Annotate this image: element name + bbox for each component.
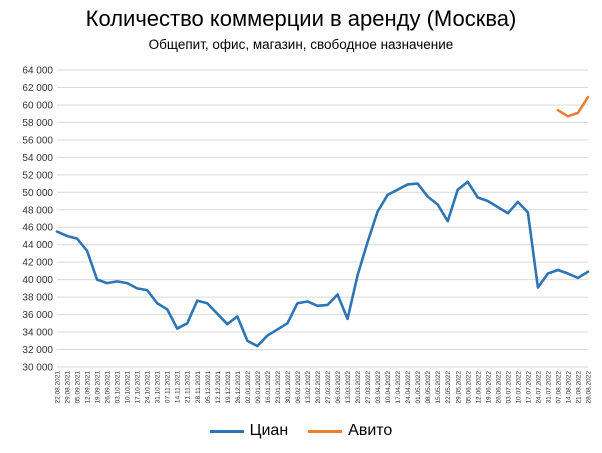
chart-title: Количество коммерции в аренду (Москва) <box>85 6 517 31</box>
x-tick-label: 27.02.2022 <box>325 371 332 404</box>
y-axis-ticks: 30 000 32 000 34 000 36 000 38 000 40 000 42 0… <box>22 66 53 374</box>
y-tick-label: 62 000 <box>22 83 53 94</box>
x-tick-label: 19.09.2021 <box>95 371 102 404</box>
x-tick-label: 17.04.2022 <box>395 371 402 404</box>
series-line-cian <box>55 180 590 348</box>
legend-label-cian: Циан <box>249 422 289 439</box>
chart-subtitle: Общепит, офис, магазин, свободное назнач… <box>148 37 454 52</box>
x-tick-label: 02.01.2022 <box>245 371 252 404</box>
y-tick-label: 60 000 <box>22 100 53 111</box>
y-tick-label: 50 000 <box>22 188 53 199</box>
x-tick-label: 31.07.2022 <box>545 371 552 404</box>
x-tick-label: 06.03.2022 <box>335 371 342 404</box>
y-tick-label: 44 000 <box>22 240 53 251</box>
x-tick-label: 30.01.2022 <box>285 371 292 404</box>
x-tick-label: 29.08.2021 <box>65 371 72 404</box>
y-tick-label: 38 000 <box>22 293 53 304</box>
y-tick-label: 42 000 <box>22 258 53 269</box>
x-tick-label: 19.12.2021 <box>225 371 232 404</box>
x-tick-label: 21.11.2021 <box>185 371 192 403</box>
x-tick-label: 24.10.2021 <box>145 371 152 404</box>
x-tick-label: 10.10.2021 <box>125 371 132 404</box>
x-tick-label: 26.06.2022 <box>495 371 502 404</box>
y-tick-label: 58 000 <box>22 118 53 129</box>
legend-swatch-cian <box>209 429 244 433</box>
legend-swatch-avito <box>308 429 343 433</box>
legend-label-avito: Авито <box>348 422 393 439</box>
x-tick-label: 29.05.2022 <box>455 371 462 404</box>
x-tick-label: 12.06.2022 <box>475 371 482 404</box>
x-tick-label: 20.02.2022 <box>315 371 322 404</box>
x-tick-label: 17.07.2022 <box>525 371 532 404</box>
x-tick-label: 07.08.2022 <box>555 371 562 404</box>
x-tick-label: 08.05.2022 <box>425 371 432 404</box>
x-tick-label: 28.11.2021 <box>195 371 202 403</box>
y-tick-label: 52 000 <box>22 170 53 181</box>
y-tick-label: 34 000 <box>22 328 53 339</box>
legend-item-cian: Циан <box>209 422 289 440</box>
y-tick-label: 48 000 <box>22 205 53 216</box>
x-tick-label: 03.07.2022 <box>505 371 512 404</box>
x-tick-label: 21.08.2022 <box>575 371 582 404</box>
x-tick-label: 26.12.2021 <box>235 371 242 404</box>
x-tick-label: 06.02.2022 <box>295 371 302 404</box>
x-tick-label: 14.11.2021 <box>175 371 182 403</box>
x-tick-label: 10.07.2022 <box>515 371 522 404</box>
x-tick-label: 12.09.2021 <box>85 371 92 404</box>
x-tick-label: 16.01.2022 <box>265 371 272 404</box>
x-tick-label: 05.09.2021 <box>75 371 82 404</box>
y-tick-label: 40 000 <box>22 275 53 286</box>
y-tick-label: 64 000 <box>22 66 53 77</box>
x-tick-label: 07.11.2021 <box>165 371 172 403</box>
y-tick-label: 36 000 <box>22 310 53 321</box>
x-tick-label: 28.08.2022 <box>586 371 593 404</box>
x-tick-label: 22.05.2022 <box>445 371 452 404</box>
x-tick-label: 15.05.2022 <box>435 371 442 404</box>
x-tick-label: 05.12.2021 <box>205 371 212 404</box>
x-tick-label: 24.07.2022 <box>535 371 542 404</box>
x-tick-label: 26.09.2021 <box>105 371 112 404</box>
y-tick-label: 56 000 <box>22 135 53 146</box>
x-axis-ticks: 22.08.2021 29.08.2021 05.09.2021 12.09.2021… <box>55 371 593 404</box>
y-tick-label: 46 000 <box>22 223 53 234</box>
x-tick-label: 12.12.2021 <box>215 371 222 404</box>
grid-lines <box>57 69 588 368</box>
x-tick-label: 31.10.2021 <box>155 371 162 404</box>
x-tick-label: 17.10.2021 <box>135 371 142 404</box>
x-tick-label: 23.01.2022 <box>275 371 282 404</box>
x-tick-label: 27.03.2022 <box>365 371 372 404</box>
x-tick-label: 14.08.2022 <box>565 371 572 404</box>
x-tick-label: 20.03.2022 <box>355 371 362 404</box>
legend-item-avito: Авито <box>308 422 392 440</box>
x-tick-label: 13.02.2022 <box>305 371 312 404</box>
x-tick-label: 24.04.2022 <box>405 371 412 404</box>
x-tick-label: 01.05.2022 <box>415 371 422 404</box>
x-tick-label: 19.06.2022 <box>485 371 492 404</box>
y-tick-label: 32 000 <box>22 345 53 356</box>
x-tick-label: 10.04.2022 <box>385 371 392 404</box>
x-tick-label: 05.06.2022 <box>465 371 472 404</box>
x-tick-label: 22.08.2021 <box>55 371 62 404</box>
legend: Циан Авито <box>0 422 602 440</box>
x-tick-label: 09.01.2022 <box>255 371 262 404</box>
y-tick-label: 54 000 <box>22 153 53 164</box>
series-line-avito <box>556 95 590 118</box>
x-tick-label: 03.04.2022 <box>375 371 382 404</box>
x-tick-label: 13.03.2022 <box>345 371 352 404</box>
x-tick-label: 03.10.2021 <box>115 371 122 404</box>
y-tick-label: 30 000 <box>22 363 53 374</box>
series-lines <box>55 95 590 348</box>
